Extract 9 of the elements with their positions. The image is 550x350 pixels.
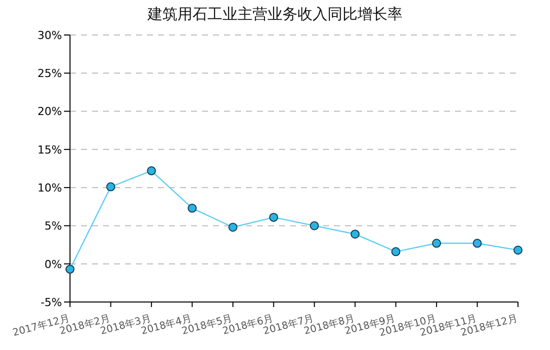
y-tick-label: 15% — [38, 143, 62, 156]
y-tick-label: 30% — [38, 28, 62, 42]
chart-title: 建筑用石工业主营业务收入同比增长率 — [146, 5, 404, 24]
y-tick-label: 5% — [44, 220, 62, 233]
y-tick-label: 25% — [38, 67, 62, 80]
y-tick-label: -5% — [40, 296, 62, 309]
y-tick-label: 10% — [38, 181, 62, 194]
y-tick-label: 0% — [44, 258, 62, 271]
y-tick-label: 20% — [38, 105, 62, 118]
